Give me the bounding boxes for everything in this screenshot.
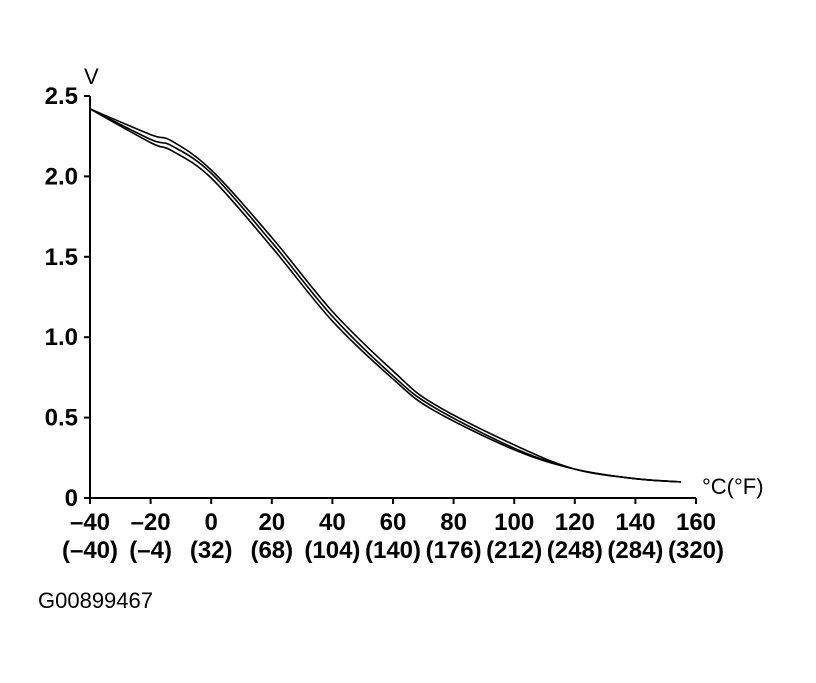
x-tick-label-fahrenheit: (–40) <box>62 537 118 564</box>
x-tick-label-celsius: 0 <box>205 509 218 536</box>
x-tick-label-celsius: 160 <box>676 509 716 536</box>
y-ticks: 0 0.5 1.0 1.5 2.0 2.5 <box>45 83 90 512</box>
x-tick-label-celsius: 120 <box>555 509 595 536</box>
x-tick-label-fahrenheit: (248) <box>547 537 603 564</box>
y-tick-label: 2.5 <box>45 83 78 110</box>
y-tick-label: 2.0 <box>45 163 78 190</box>
x-tick-label-fahrenheit: (212) <box>486 537 542 564</box>
y-tick-label: 0 <box>65 485 78 512</box>
y-axis-unit-label: V <box>84 64 99 89</box>
series-group <box>89 108 681 483</box>
x-axis-unit-label: °C(°F) <box>702 474 764 499</box>
x-tick-label-fahrenheit: (68) <box>250 537 293 564</box>
x-ticks: –40 –20 0 20 40 60 80 100 120 140 160 (–40) (–4) (32)… <box>62 498 724 564</box>
figure-id: G00899467 <box>38 588 153 613</box>
series-line-1 <box>89 108 681 483</box>
x-tick-label-celsius: 80 <box>440 509 467 536</box>
x-tick-label-celsius: 100 <box>494 509 534 536</box>
x-tick-label-celsius: 140 <box>615 509 655 536</box>
series-line-2 <box>89 108 681 483</box>
x-tick-label-celsius: –40 <box>70 509 110 536</box>
x-tick-label-fahrenheit: (176) <box>426 537 482 564</box>
y-tick-label: 1.5 <box>45 244 78 271</box>
x-tick-label-fahrenheit: (320) <box>668 537 724 564</box>
y-tick-label: 0.5 <box>45 405 78 432</box>
x-tick-label-fahrenheit: (–4) <box>129 537 172 564</box>
series-line-3 <box>89 108 681 483</box>
x-tick-label-fahrenheit: (104) <box>304 537 360 564</box>
y-tick-label: 1.0 <box>45 324 78 351</box>
x-tick-label-fahrenheit: (140) <box>365 537 421 564</box>
x-tick-label-celsius: 40 <box>319 509 346 536</box>
x-tick-label-celsius: –20 <box>131 509 171 536</box>
x-tick-label-fahrenheit: (284) <box>607 537 663 564</box>
x-tick-label-fahrenheit: (32) <box>190 537 233 564</box>
x-tick-label-celsius: 60 <box>380 509 407 536</box>
x-tick-label-celsius: 20 <box>258 509 285 536</box>
